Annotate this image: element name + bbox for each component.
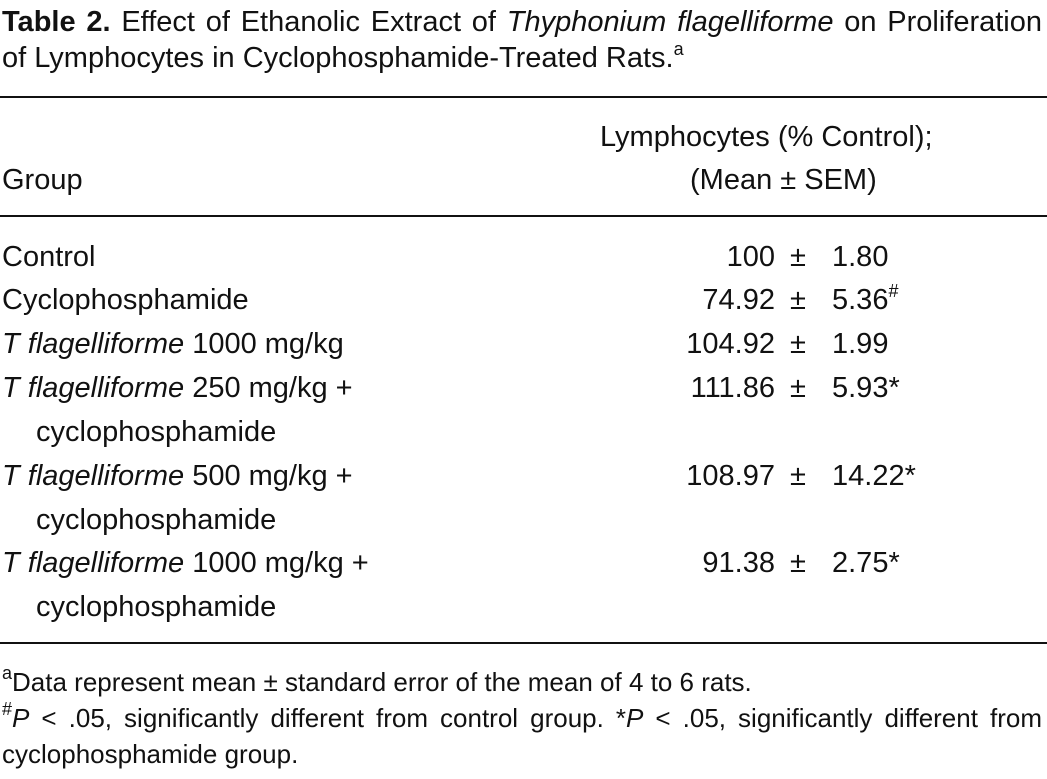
sem: 1.99 xyxy=(832,326,888,362)
row-group: Cyclophosphamide xyxy=(2,282,249,318)
group-text: 250 mg/kg + xyxy=(192,372,353,404)
sem: 5.36# xyxy=(832,282,898,318)
caption-text: on Proliferation of Lymphocytes in Cyclo… xyxy=(2,6,1043,74)
sem: 2.75* xyxy=(832,545,900,581)
footnote-italic: P xyxy=(626,703,644,733)
caption-species: Thyphonium flagelliforme xyxy=(506,6,834,38)
mean: 108.97 xyxy=(686,460,775,492)
group-species: T flagelliforme xyxy=(2,328,185,360)
significance-mark: # xyxy=(888,281,899,301)
footnote-text: < .05, significantly different from cycl… xyxy=(2,703,1042,769)
row-group: T flagelliforme 500 mg/kg + xyxy=(2,458,353,494)
row-group: T flagelliforme 1000 mg/kg + xyxy=(2,545,369,581)
footnote: aData represent mean ± standard error of… xyxy=(2,664,1042,700)
significance-mark: * xyxy=(888,547,900,579)
plus-minus: ± xyxy=(790,372,806,404)
footnotes: aData represent mean ± standard error of… xyxy=(2,664,1042,772)
group-text: 500 mg/kg + xyxy=(192,460,353,492)
plus-minus: ± xyxy=(790,460,806,492)
footnote-mark: a xyxy=(2,663,13,683)
rule xyxy=(0,215,1047,217)
mean: 104.92 xyxy=(686,328,775,360)
row-group: T flagelliforme 1000 mg/kg xyxy=(2,326,344,362)
rule xyxy=(0,96,1047,98)
sem-value: 1.99 xyxy=(832,328,889,360)
sem-value: 1.80 xyxy=(832,241,889,273)
significance-mark: * xyxy=(888,372,900,404)
significance-mark: * xyxy=(904,460,916,492)
plus-minus: ± xyxy=(790,284,806,316)
mean: 91.38 xyxy=(702,547,775,579)
footnote-text: Data represent mean ± standard error of … xyxy=(12,667,752,697)
group-species: T flagelliforme xyxy=(2,547,185,579)
row-group: T flagelliforme 250 mg/kg + xyxy=(2,370,353,406)
caption: Table 2. Effect of Ethanolic Extract of … xyxy=(2,4,1042,76)
group-text: 1000 mg/kg xyxy=(192,328,344,360)
sem: 14.22* xyxy=(832,458,916,494)
footnote-mark: # xyxy=(2,699,13,719)
header-value: Lymphocytes (% Control); xyxy=(600,121,933,153)
caption-label: Table 2. xyxy=(2,6,111,38)
mean: 100 xyxy=(726,241,775,273)
footnote-text: < .05, significantly different from cont… xyxy=(29,703,616,733)
caption-text: Effect of Ethanolic Extract of xyxy=(121,6,496,38)
sem-value: 5.36 xyxy=(832,284,889,316)
plus-minus: ± xyxy=(790,547,806,579)
group-text: Cyclophosphamide xyxy=(2,284,249,316)
header-group: Group xyxy=(2,164,83,196)
group-cont: cyclophosphamide xyxy=(36,416,277,448)
sem-value: 5.93 xyxy=(832,372,889,404)
group-text: Control xyxy=(2,241,96,273)
sem: 5.93* xyxy=(832,370,900,406)
footnote-italic: P xyxy=(12,703,30,733)
group-species: T flagelliforme xyxy=(2,460,185,492)
group-species: T flagelliforme xyxy=(2,372,185,404)
sem: 1.80 xyxy=(832,239,888,275)
sem-value: 2.75 xyxy=(832,547,889,579)
mean: 74.92 xyxy=(702,284,775,316)
group-cont: cyclophosphamide xyxy=(36,591,277,623)
sem-value: 14.22 xyxy=(832,460,905,492)
footnote-text: * xyxy=(615,703,627,733)
plus-minus: ± xyxy=(790,241,806,273)
caption-note: a xyxy=(673,39,684,59)
rule xyxy=(0,642,1047,644)
header-value: (Mean ± SEM) xyxy=(690,164,877,196)
footnote: #P < .05, significantly different from c… xyxy=(2,700,1042,772)
group-text: 1000 mg/kg + xyxy=(192,547,369,579)
plus-minus: ± xyxy=(790,328,806,360)
group-cont: cyclophosphamide xyxy=(36,504,277,536)
row-group: Control xyxy=(2,239,96,275)
mean: 111.86 xyxy=(690,372,775,404)
